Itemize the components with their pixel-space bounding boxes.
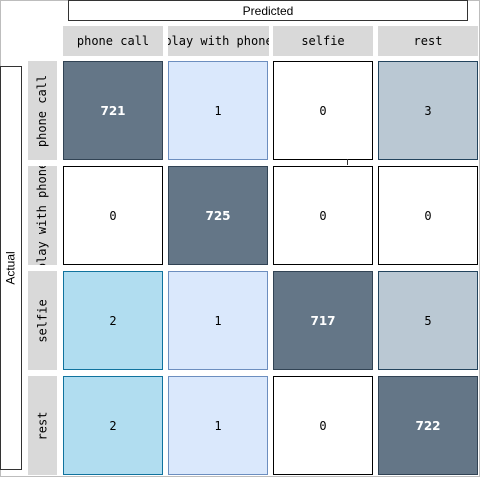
matrix-cell: 0 [273,166,373,265]
column-header: phone call [63,26,163,56]
matrix-cell: 3 [378,61,478,160]
matrix-cell: 1 [168,271,268,370]
y-axis-title: Actual [0,66,22,470]
row-header: phone call [28,61,57,160]
row-header: play with phone [28,166,57,265]
x-axis-label: Predicted [242,3,294,18]
row-header: rest [28,376,57,475]
matrix-cell: 2 [63,376,163,475]
matrix-cell: 725 [168,166,268,265]
row-header-label: phone call [35,74,50,147]
divider-tick [347,159,348,165]
matrix-cell: 0 [273,61,373,160]
row-header-label: selfie [35,298,50,343]
x-axis-title: Predicted [68,0,468,21]
matrix-cell: 721 [63,61,163,160]
matrix-cell: 722 [378,376,478,475]
column-header: rest [378,26,478,56]
y-axis-label: Actual [4,251,19,285]
matrix-cell: 0 [378,166,478,265]
matrix-cell: 0 [63,166,163,265]
matrix-cell: 1 [168,61,268,160]
row-header-label: rest [35,411,50,440]
matrix-cell: 1 [168,376,268,475]
matrix-cell: 2 [63,271,163,370]
matrix-cell: 5 [378,271,478,370]
row-header: selfie [28,271,57,370]
row-header-label: play with phone [35,166,50,265]
column-header: play with phone [168,26,269,56]
matrix-cell: 717 [273,271,373,370]
column-header: selfie [273,26,373,56]
matrix-cell: 0 [273,376,373,475]
